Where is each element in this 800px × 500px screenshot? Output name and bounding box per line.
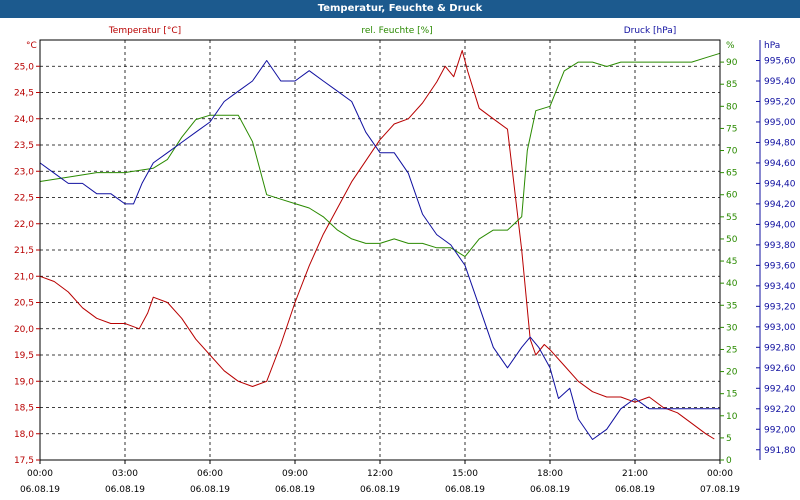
x-tick-time: 21:00 — [622, 469, 648, 479]
hum-tick-label: 25 — [726, 345, 737, 355]
x-tick-time: 00:00 — [27, 469, 53, 479]
press-tick-label: 995,20 — [764, 97, 796, 107]
hum-tick-label: 30 — [726, 323, 738, 333]
press-axis-title: Druck [hPa] — [624, 26, 677, 36]
humidity-line — [39, 52, 721, 258]
hum-tick-label: 15 — [726, 390, 737, 400]
hum-tick-label: 70 — [726, 147, 738, 157]
x-tick-date: 06.08.19 — [20, 485, 60, 495]
temp-tick-label: 21,0 — [14, 272, 34, 282]
press-tick-label: 992,00 — [764, 425, 796, 435]
press-tick-label: 994,40 — [764, 179, 796, 189]
temp-unit: °C — [26, 41, 37, 51]
temp-tick-label: 20,0 — [14, 325, 34, 335]
hum-tick-label: 20 — [726, 368, 738, 378]
window-title: Temperatur, Feuchte & Druck — [317, 3, 483, 14]
temp-tick-label: 23,5 — [14, 141, 34, 151]
pressure-line — [39, 60, 720, 440]
hum-tick-label: 35 — [726, 301, 737, 311]
hum-tick-label: 5 — [726, 434, 732, 444]
temp-tick-label: 23,0 — [14, 167, 34, 177]
hum-tick-label: 50 — [726, 235, 738, 245]
press-tick-label: 994,20 — [764, 200, 796, 210]
hum-tick-label: 0 — [726, 456, 732, 466]
x-tick-time: 09:00 — [282, 469, 308, 479]
press-tick-label: 995,00 — [764, 118, 796, 128]
hum-tick-label: 75 — [726, 124, 737, 134]
hum-tick-label: 60 — [726, 191, 738, 201]
press-tick-label: 994,60 — [764, 159, 796, 169]
press-tick-label: 994,80 — [764, 138, 796, 148]
series-layer — [39, 50, 721, 440]
temp-tick-label: 18,0 — [14, 430, 34, 440]
x-tick-time: 18:00 — [537, 469, 563, 479]
temperature-line — [39, 50, 715, 440]
hum-tick-label: 40 — [726, 279, 738, 289]
hum-tick-label: 90 — [726, 58, 738, 68]
grid — [40, 40, 720, 460]
x-tick-time: 12:00 — [367, 469, 393, 479]
x-tick-date: 06.08.19 — [190, 485, 230, 495]
press-tick-label: 992,40 — [764, 384, 796, 394]
hum-unit: % — [726, 41, 735, 51]
temp-tick-label: 21,5 — [14, 246, 34, 256]
hum-tick-label: 55 — [726, 213, 737, 223]
hum-axis-title: rel. Feuchte [%] — [361, 26, 432, 36]
press-tick-label: 995,60 — [764, 56, 796, 66]
press-tick-label: 993,00 — [764, 323, 796, 333]
temp-tick-label: 19,5 — [14, 351, 34, 361]
x-tick-date: 06.08.19 — [105, 485, 145, 495]
temp-tick-label: 22,5 — [14, 194, 34, 204]
window-title-bar: Temperatur, Feuchte & Druck — [0, 0, 800, 18]
temp-tick-label: 22,0 — [14, 220, 34, 230]
press-tick-label: 992,60 — [764, 364, 796, 374]
x-tick-date: 06.08.19 — [275, 485, 315, 495]
temp-tick-label: 25,0 — [14, 62, 34, 72]
press-tick-label: 993,60 — [764, 261, 796, 271]
hum-tick-label: 80 — [726, 102, 738, 112]
hum-tick-label: 45 — [726, 257, 737, 267]
press-unit: hPa — [764, 41, 780, 51]
press-tick-label: 993,20 — [764, 302, 796, 312]
hum-tick-label: 65 — [726, 169, 737, 179]
press-tick-label: 992,80 — [764, 343, 796, 353]
press-tick-label: 993,80 — [764, 241, 796, 251]
temp-tick-label: 20,5 — [14, 299, 34, 309]
x-tick-date: 07.08.19 — [700, 485, 740, 495]
press-tick-label: 995,40 — [764, 77, 796, 87]
x-tick-time: 15:00 — [452, 469, 478, 479]
temp-axis-title: Temperatur [°C] — [108, 26, 181, 36]
x-tick-date: 06.08.19 — [615, 485, 655, 495]
press-tick-label: 993,40 — [764, 282, 796, 292]
x-tick-date: 06.08.19 — [530, 485, 570, 495]
temp-tick-label: 18,5 — [14, 404, 34, 414]
press-tick-label: 991,80 — [764, 446, 796, 456]
temp-tick-label: 17,5 — [14, 456, 34, 466]
labels-layer: 00:00 06.08.19 03:00 06.08.19 06:00 06.08.19 0… — [14, 26, 796, 495]
temp-tick-label: 24,0 — [14, 115, 34, 125]
x-tick-time: 00:00 — [707, 469, 733, 479]
hum-tick-label: 85 — [726, 80, 737, 90]
press-tick-label: 992,20 — [764, 405, 796, 415]
temp-tick-label: 24,5 — [14, 89, 34, 99]
hum-tick-label: 10 — [726, 412, 738, 422]
x-tick-time: 06:00 — [197, 469, 223, 479]
press-tick-label: 994,00 — [764, 220, 796, 230]
temp-tick-label: 19,0 — [14, 377, 34, 387]
x-tick-date: 06.08.19 — [445, 485, 485, 495]
x-tick-date: 06.08.19 — [360, 485, 400, 495]
x-tick-time: 03:00 — [112, 469, 138, 479]
axes-layer — [36, 40, 761, 464]
